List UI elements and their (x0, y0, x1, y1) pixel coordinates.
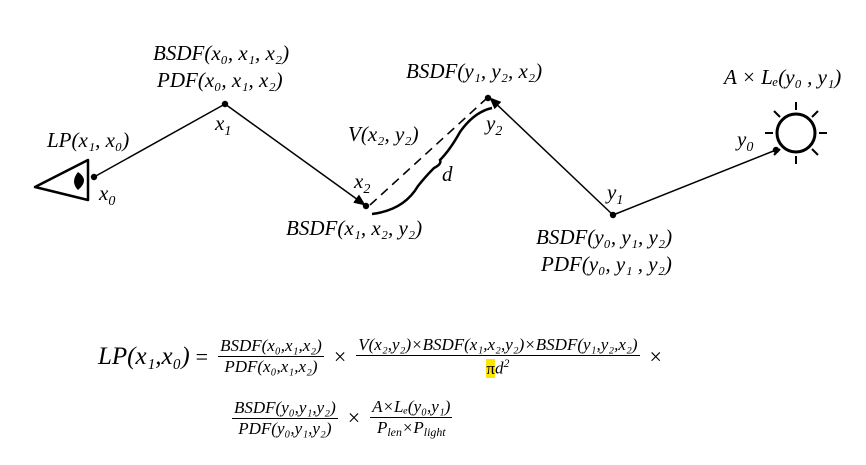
label-y2: y2 (484, 111, 502, 139)
light-path-diagram: LP(x₁, x₀) x0 BSDF(x₀, x₁, x₂) PDF(x₀, x… (33, 41, 841, 276)
fraction-3-denominator: PDF(y₀,y₁,y₂) (238, 418, 332, 438)
vertex-x2 (362, 202, 370, 210)
fraction-1-numerator: BSDF(x₀,x₁,x₂) (218, 336, 324, 358)
times-operator: × (649, 343, 662, 369)
fraction-3-numerator: BSDF(y₀,y₁,y₂) (232, 397, 338, 419)
vertex-x1 (221, 100, 229, 108)
fraction-4-denominator: Plen×Plight (376, 417, 446, 439)
label-bsdf-x1-x2-y2: BSDF(x₁, x₂, y₂) (286, 216, 422, 240)
vertex-y1 (609, 211, 617, 219)
highlighted-pi: π (486, 358, 495, 378)
label-pdf-x0-x1-x2: PDF(x₀, x₁, x₂) (156, 68, 283, 92)
fraction-1: BSDF(x₀,x₁,x₂) PDF(x₀,x₁,x₂) (218, 337, 324, 376)
label-bsdf-y0-y1-y2: BSDF(y₀, y₁, y₂) (536, 225, 672, 249)
eye-icon (33, 158, 90, 202)
label-x1: x1 (214, 111, 231, 139)
label-y0: y0 (735, 127, 753, 155)
segment-y0-y1 (612, 149, 777, 216)
fraction-4: A×Lₑ(y₀,y₁) Plen×Plight (370, 397, 453, 439)
vertex-y2 (484, 94, 492, 102)
times-operator: × (333, 343, 347, 369)
sun-icon (765, 102, 827, 164)
label-x0: x0 (98, 181, 115, 209)
formula-line-2: BSDF(y₀,y₁,y₂) PDF(y₀,y₁,y₂) × A×Lₑ(y₀,y… (228, 398, 456, 438)
segment-x0-x1 (93, 103, 226, 178)
times-operator: × (347, 405, 361, 431)
distance-brace (371, 106, 493, 216)
formula-line-1: LP(x₁,x₀) = BSDF(x₀,x₁,x₂) PDF(x₀,x₁,x₂)… (98, 335, 668, 378)
formula-lhs: LP(x₁,x₀) (98, 342, 190, 370)
label-y1: y1 (605, 180, 623, 208)
formula-equals: = (195, 343, 209, 369)
label-bsdf-y1-y2-x2: BSDF(y₁, y₂, x₂) (406, 59, 542, 83)
label-lp-x1-x0: LP(x₁, x₀) (46, 128, 129, 152)
label-d: d (442, 162, 453, 186)
label-v-x2-y2: V(x₂, y₂) (348, 122, 419, 146)
fraction-3: BSDF(y₀,y₁,y₂) PDF(y₀,y₁,y₂) (232, 397, 338, 438)
fraction-1-denominator: PDF(x₀,x₁,x₂) (224, 357, 318, 377)
segment-x1-x2 (224, 103, 366, 206)
fraction-4-numerator: A×Lₑ(y₀,y₁) (370, 397, 453, 418)
fraction-2-numerator: V(x₂,y₂)×BSDF(x₁,x₂,y₂)×BSDF(y₁,y₂,x₂) (356, 335, 640, 356)
fraction-2-denominator: πd2 (486, 355, 510, 378)
segment-y1-y2 (489, 97, 614, 216)
label-a-le-y0-y1: A × Lₑ(y₀ , y₁) (722, 65, 841, 89)
fraction-2: V(x₂,y₂)×BSDF(x₁,x₂,y₂)×BSDF(y₁,y₂,x₂) π… (356, 335, 640, 378)
segment-x2-y2-dashed (369, 98, 487, 206)
vertex-x0 (90, 173, 98, 181)
label-pdf-y0-y1-y2: PDF(y₀, y₁ , y₂) (540, 252, 672, 276)
label-bsdf-x0-x1-x2: BSDF(x₀, x₁, x₂) (153, 41, 289, 65)
label-x2: x2 (353, 169, 370, 197)
